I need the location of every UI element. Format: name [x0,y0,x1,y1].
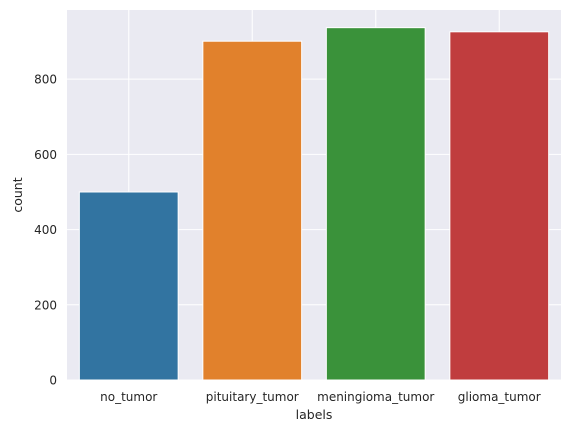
x-tick-label-meningioma_tumor: meningioma_tumor [317,390,434,404]
x-axis-ticks: no_tumor pituitary_tumor meningioma_tumor g… [100,390,541,404]
bar-pituitary_tumor [202,40,303,381]
x-tick-label-glioma_tumor: glioma_tumor [458,390,541,404]
y-tick-label-200: 200 [34,298,57,312]
x-tick-label-pituitary_tumor: pituitary_tumor [206,390,299,404]
bar-no_tumor [78,191,179,381]
x-tick-label-no_tumor: no_tumor [100,390,157,404]
y-tick-label-800: 800 [34,73,57,87]
y-tick-label-0: 0 [49,374,57,388]
y-tick-label-400: 400 [34,223,57,237]
bar-meningioma_tumor [325,27,426,381]
y-tick-label-600: 600 [34,148,57,162]
bar-glioma_tumor [449,31,550,381]
x-axis-label: labels [296,407,333,422]
y-axis-ticks: 0 200 400 600 800 [34,73,57,388]
bars-group [78,27,550,381]
y-axis-label: count [10,177,25,212]
